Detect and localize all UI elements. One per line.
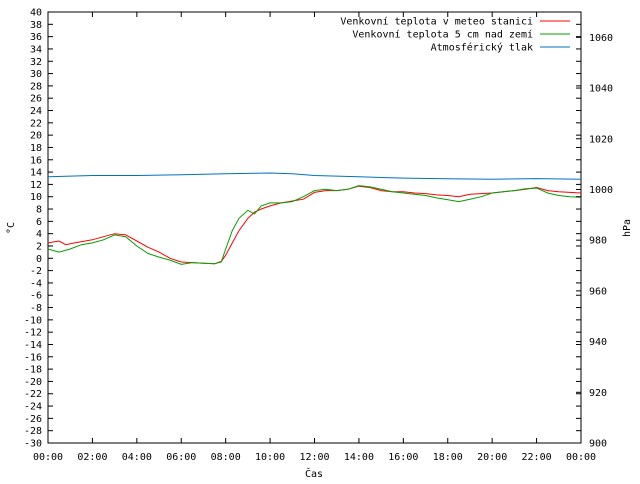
y-tick-label: 12	[30, 180, 42, 191]
tick-layer: 4038363432302826242220181614121086420-2-…	[24, 8, 613, 464]
y-tick-label: -2	[30, 266, 42, 277]
y-tick-label: -14	[24, 340, 42, 351]
y2-tick-label: 1060	[589, 33, 613, 44]
y-tick-label: 18	[30, 143, 42, 154]
y-tick-label: 4	[36, 229, 42, 240]
y-tick-label: -8	[30, 303, 42, 314]
y-tick-label: 10	[30, 192, 42, 203]
x-tick-label: 12:00	[299, 452, 329, 463]
y-tick-label: -22	[24, 389, 42, 400]
y-tick-label: -16	[24, 352, 42, 363]
y-tick-label: -28	[24, 426, 42, 437]
y2-tick-label: 960	[589, 286, 607, 297]
y-tick-label: 40	[30, 8, 42, 19]
x-tick-label: 00:00	[566, 452, 596, 463]
x-tick-label: 06:00	[166, 452, 196, 463]
y2-axis-label: hPa	[622, 219, 633, 237]
x-tick-label: 18:00	[433, 452, 463, 463]
y-tick-label: -6	[30, 291, 42, 302]
y2-tick-label: 940	[589, 337, 607, 348]
x-tick-label: 22:00	[522, 452, 552, 463]
x-tick-label: 00:00	[33, 452, 63, 463]
y-tick-label: 8	[36, 205, 42, 216]
y-tick-label: 36	[30, 32, 42, 43]
x-axis-label: Čas	[305, 467, 323, 480]
y-tick-label: 26	[30, 94, 42, 105]
y-tick-label: 22	[30, 118, 42, 129]
y2-tick-label: 920	[589, 388, 607, 399]
y2-tick-label: 1000	[589, 185, 613, 196]
y-tick-label: -20	[24, 377, 42, 388]
y-tick-label: 34	[30, 44, 42, 55]
y-tick-label: 24	[30, 106, 42, 117]
series-line-2	[47, 185, 582, 265]
y-tick-label: 6	[36, 217, 42, 228]
x-tick-label: 20:00	[477, 452, 507, 463]
legend-label-1: Venkovní teplota v meteo stanici	[340, 16, 533, 28]
y2-tick-label: 1020	[589, 134, 613, 145]
y-tick-label: -26	[24, 414, 42, 425]
y-tick-label: -10	[24, 315, 42, 326]
y-tick-label: 14	[30, 168, 42, 179]
y-tick-label: 20	[30, 131, 42, 142]
y-tick-label: 30	[30, 69, 42, 80]
plot-frame	[47, 11, 582, 444]
y-tick-label: -12	[24, 328, 42, 339]
y-tick-label: -24	[24, 402, 42, 413]
y-tick-label: -18	[24, 365, 42, 376]
x-tick-label: 02:00	[77, 452, 107, 463]
legend-label-3: Atmosférický tlak	[431, 42, 533, 54]
y-tick-label: 32	[30, 57, 42, 68]
legend-label-2: Venkovní teplota 5 cm nad zemí	[352, 29, 533, 41]
y-tick-label: 2	[36, 241, 42, 252]
y-tick-label: 0	[36, 254, 42, 265]
y-tick-label: -4	[30, 278, 42, 289]
y2-tick-label: 980	[589, 236, 607, 247]
y2-tick-label: 1040	[589, 84, 613, 95]
x-tick-label: 04:00	[122, 452, 152, 463]
legend: Venkovní teplota v meteo staniciVenkovní…	[340, 16, 570, 54]
x-tick-label: 16:00	[388, 452, 418, 463]
y2-tick-label: 900	[589, 439, 607, 450]
x-tick-label: 08:00	[211, 452, 241, 463]
series-line-3	[47, 172, 582, 180]
y-tick-label: 16	[30, 155, 42, 166]
x-tick-label: 14:00	[344, 452, 374, 463]
y-tick-label: -30	[24, 439, 42, 450]
series-layer	[47, 172, 582, 265]
y-tick-label: 38	[30, 20, 42, 31]
y-axis-label: °C	[6, 222, 17, 234]
y-tick-label: 28	[30, 81, 42, 92]
x-tick-label: 10:00	[255, 452, 285, 463]
series-line-1	[47, 185, 582, 265]
